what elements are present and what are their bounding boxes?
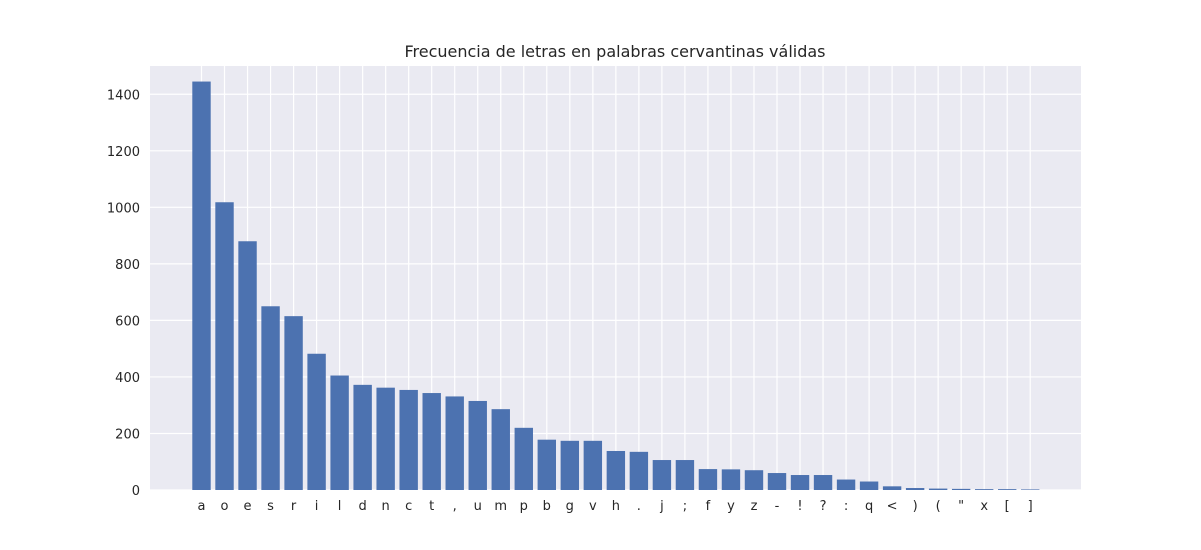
- bar-3: [261, 306, 280, 490]
- bar-10: [422, 393, 441, 490]
- bar-6: [330, 375, 349, 490]
- x-tick-label: q: [865, 499, 873, 514]
- x-tick-label: v: [589, 499, 597, 514]
- bar-5: [307, 353, 326, 490]
- x-tick-label: ;: [683, 499, 687, 514]
- y-tick-label: 1200: [107, 145, 140, 160]
- y-tick-label: 1400: [107, 88, 140, 103]
- x-tick-label: g: [566, 499, 574, 514]
- bar-20: [652, 460, 672, 490]
- x-tick-label: p: [520, 499, 528, 514]
- x-tick-label: :: [844, 499, 848, 514]
- y-tick-label: 400: [115, 371, 140, 386]
- bar-24: [744, 470, 764, 490]
- bar-27: [813, 475, 833, 490]
- y-tick-label: 200: [115, 427, 140, 442]
- x-tick-label: h: [612, 499, 620, 514]
- y-axis-ticks: 0 200 400 600 800 1000 1200 1400: [107, 88, 140, 499]
- chart-title: Frecuencia de letras en palabras cervant…: [404, 42, 825, 61]
- bar-29: [859, 481, 879, 490]
- bar-11: [445, 396, 464, 490]
- x-tick-label: [: [1005, 499, 1010, 514]
- bar-8: [376, 387, 395, 490]
- x-tick-label: l: [338, 499, 342, 514]
- x-tick-label: u: [474, 499, 482, 514]
- x-tick-label: d: [359, 499, 367, 514]
- bar-19: [629, 451, 649, 490]
- x-tick-label: ): [913, 499, 918, 514]
- bar-7: [353, 384, 372, 490]
- bar-31: [905, 488, 925, 490]
- bar-26: [790, 475, 810, 490]
- bar-35: [998, 489, 1017, 490]
- x-tick-label: <: [887, 499, 898, 514]
- bar-23: [721, 469, 741, 490]
- x-tick-label: !: [797, 499, 802, 514]
- x-tick-label: -: [775, 499, 780, 514]
- bar-25: [767, 473, 787, 490]
- y-tick-label: 600: [115, 314, 140, 329]
- bar-21: [675, 460, 695, 490]
- x-tick-label: (: [936, 499, 941, 514]
- bar-22: [698, 469, 718, 490]
- x-tick-label: b: [543, 499, 551, 514]
- x-tick-label: a: [198, 499, 206, 514]
- x-tick-label: z: [751, 499, 758, 514]
- bar-9: [399, 389, 418, 490]
- x-tick-label: c: [405, 499, 412, 514]
- bar-33: [951, 488, 971, 490]
- bar-34: [974, 489, 994, 490]
- bar-14: [514, 427, 533, 490]
- bar-15: [537, 439, 556, 490]
- bar-28: [836, 479, 856, 490]
- x-tick-label: i: [315, 499, 319, 514]
- x-tick-label: t: [429, 499, 434, 514]
- x-tick-label: .: [637, 499, 641, 514]
- x-tick-label: n: [382, 499, 390, 514]
- x-tick-label: s: [267, 499, 274, 514]
- bar-12: [468, 400, 487, 490]
- bar-13: [491, 409, 510, 490]
- bar-2: [238, 241, 257, 490]
- bar-36: [1021, 489, 1040, 490]
- y-tick-label: 800: [115, 258, 140, 273]
- x-tick-label: x: [980, 499, 988, 514]
- bar-18: [606, 450, 626, 490]
- bar-4: [284, 316, 303, 490]
- y-tick-label: 0: [132, 484, 140, 499]
- x-tick-label: o: [221, 499, 229, 514]
- x-tick-label: ]: [1028, 499, 1033, 514]
- bar-30: [882, 486, 902, 490]
- x-tick-label: ?: [820, 499, 827, 514]
- bar-0: [192, 81, 211, 491]
- bars: [192, 81, 1040, 491]
- x-axis-ticks: a o e s r i l d n c t, u m p b g v h. j; f y z -!?: q <) ( " x []: [198, 499, 1033, 514]
- x-tick-label: j: [659, 499, 664, 514]
- bar-17: [583, 440, 603, 490]
- y-tick-label: 1000: [107, 201, 140, 216]
- x-tick-label: y: [727, 499, 735, 514]
- x-tick-label: e: [244, 499, 252, 514]
- x-tick-label: f: [706, 499, 711, 514]
- x-tick-label: ,: [453, 499, 457, 514]
- bar-32: [928, 488, 948, 490]
- x-tick-label: m: [494, 499, 507, 514]
- bar-1: [215, 202, 234, 490]
- x-tick-label: ": [958, 499, 964, 514]
- x-tick-label: r: [291, 499, 297, 514]
- bar-16: [560, 440, 580, 490]
